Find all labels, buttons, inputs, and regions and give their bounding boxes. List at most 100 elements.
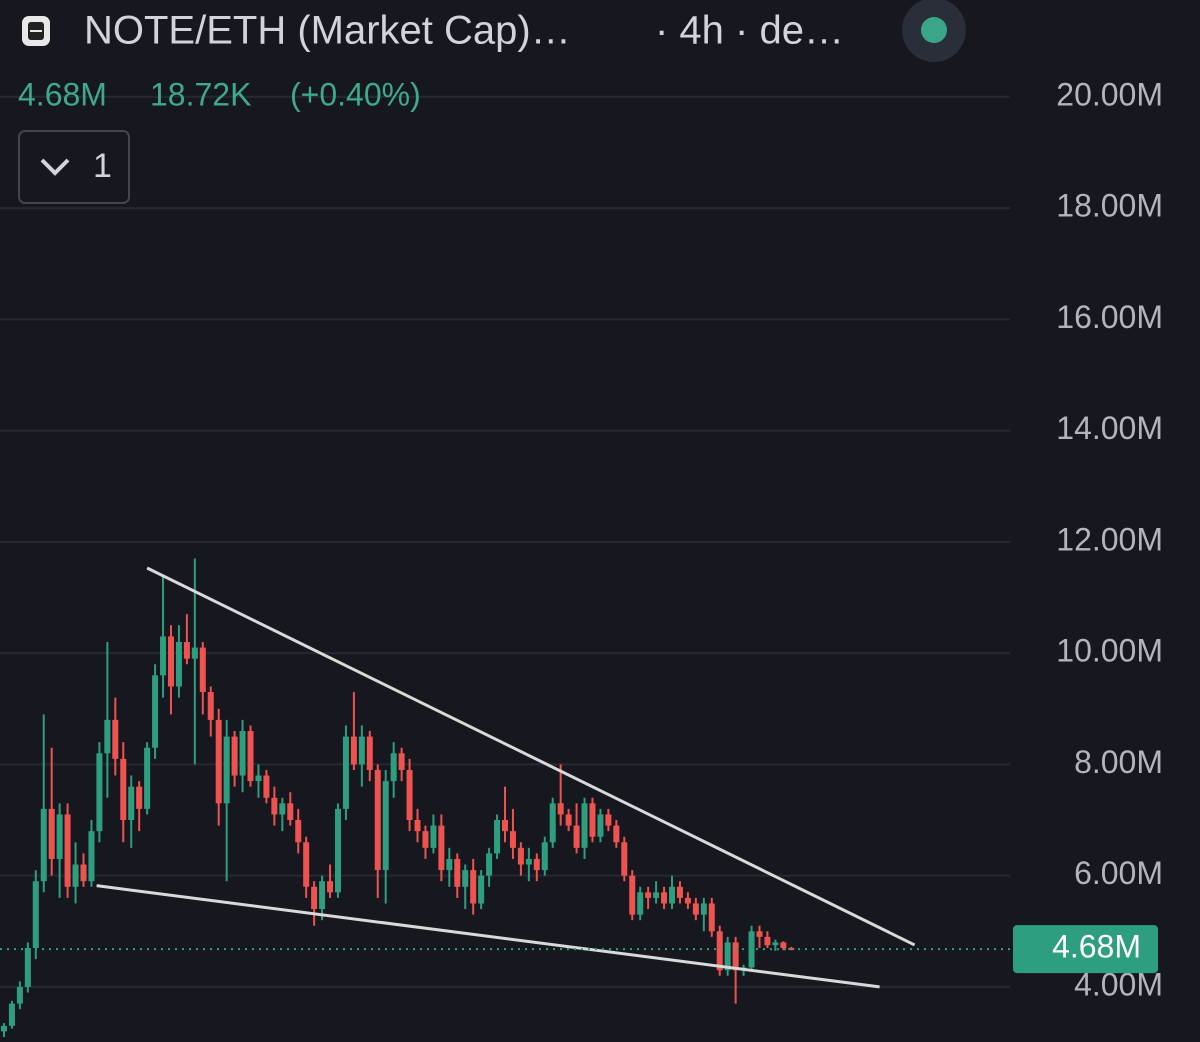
candle-body <box>80 864 87 882</box>
y-tick-label: 18.00M <box>1056 188 1163 224</box>
candle-body <box>311 886 318 910</box>
candle-body <box>613 825 620 843</box>
candle-body <box>366 736 373 770</box>
candle-body <box>199 647 206 693</box>
candle-body <box>509 831 516 848</box>
candle-body <box>263 775 270 798</box>
candle-body <box>692 903 699 915</box>
candle-body <box>549 803 556 843</box>
candle-body <box>661 892 668 904</box>
candle-body <box>48 808 55 859</box>
legend-close: 4.68M <box>18 76 107 112</box>
candle-body <box>621 842 628 876</box>
candle-body <box>629 875 636 915</box>
candle-body <box>700 903 707 915</box>
candle-body <box>382 781 389 871</box>
y-tick-label: 20.00M <box>1056 76 1163 112</box>
candle-body <box>430 825 437 848</box>
candle-body <box>669 886 676 904</box>
candle-body <box>152 675 159 748</box>
candle-body <box>645 892 652 898</box>
candle-body <box>247 731 254 782</box>
y-tick-label: 16.00M <box>1056 299 1163 335</box>
candle-body <box>565 814 572 826</box>
candle-body <box>358 736 365 765</box>
candle-body <box>183 642 190 659</box>
candle-body <box>708 903 715 932</box>
candle-body <box>128 786 135 821</box>
candle-body <box>486 853 493 876</box>
candle-body <box>144 747 151 809</box>
legend-percent: (+0.40%) <box>290 76 421 112</box>
candle-body <box>303 842 310 887</box>
candle-body <box>327 881 334 893</box>
candle-body <box>462 870 469 887</box>
candle-body <box>605 814 612 826</box>
trend-line <box>146 566 916 947</box>
candle-body <box>175 642 182 687</box>
indicator-count: 1 <box>93 147 112 185</box>
candle-body <box>541 842 548 871</box>
candle-body <box>653 892 660 898</box>
candle-body <box>136 786 143 809</box>
candle-body <box>676 886 683 898</box>
candle-body <box>24 947 31 987</box>
candle-body <box>56 814 63 859</box>
candle-body <box>597 814 604 837</box>
candle-body <box>557 803 564 815</box>
candle-body <box>533 858 540 871</box>
candle-body <box>239 731 246 776</box>
candle-body <box>191 647 198 659</box>
candle-body <box>716 931 723 971</box>
candle-body <box>525 858 532 865</box>
candle-body <box>319 881 326 910</box>
interval: · 4h · de… <box>655 9 844 53</box>
candle-body <box>342 736 349 809</box>
candle-body <box>637 892 644 915</box>
candle-body <box>422 831 429 848</box>
y-tick-label: 6.00M <box>1074 855 1163 891</box>
candle-body <box>207 692 214 720</box>
candle-body <box>167 636 174 687</box>
candle-body <box>517 847 524 865</box>
candle-body <box>502 820 508 832</box>
y-tick-label: 12.00M <box>1056 521 1163 557</box>
candle-body <box>374 769 381 871</box>
candle-body <box>160 636 167 676</box>
candle-body <box>40 808 47 882</box>
indicator-toggle[interactable] <box>18 130 130 204</box>
candle-body <box>271 797 278 815</box>
candle-body <box>334 808 341 893</box>
candle-body <box>120 758 127 821</box>
candle-body <box>684 897 691 904</box>
candle-body <box>414 820 421 832</box>
candle-body <box>295 820 302 843</box>
y-tick-label: 8.00M <box>1074 744 1163 780</box>
candle-body <box>0 1025 7 1032</box>
candle-body <box>32 881 39 948</box>
candle-body <box>350 736 357 765</box>
candle-body <box>287 803 294 821</box>
candle-body <box>8 1003 15 1026</box>
candle-body <box>756 931 763 937</box>
last-price-box <box>1013 925 1158 974</box>
candle-body <box>589 803 596 837</box>
candle-body <box>446 858 453 871</box>
candle-body <box>64 814 71 887</box>
chevron <box>40 158 70 176</box>
candle-body <box>573 825 580 848</box>
candle-body <box>255 775 262 782</box>
last-price-label: 4.68M <box>1052 929 1141 965</box>
candle-body <box>16 986 23 1004</box>
candle-body <box>748 931 755 968</box>
candle-body <box>215 719 222 804</box>
candle-body <box>104 719 111 754</box>
candle-body <box>223 736 230 804</box>
candle-body <box>732 942 739 971</box>
candle-body <box>72 864 79 887</box>
y-tick-label: 14.00M <box>1056 410 1163 446</box>
y-tick-label: 10.00M <box>1056 633 1163 669</box>
candle-body <box>494 820 501 854</box>
